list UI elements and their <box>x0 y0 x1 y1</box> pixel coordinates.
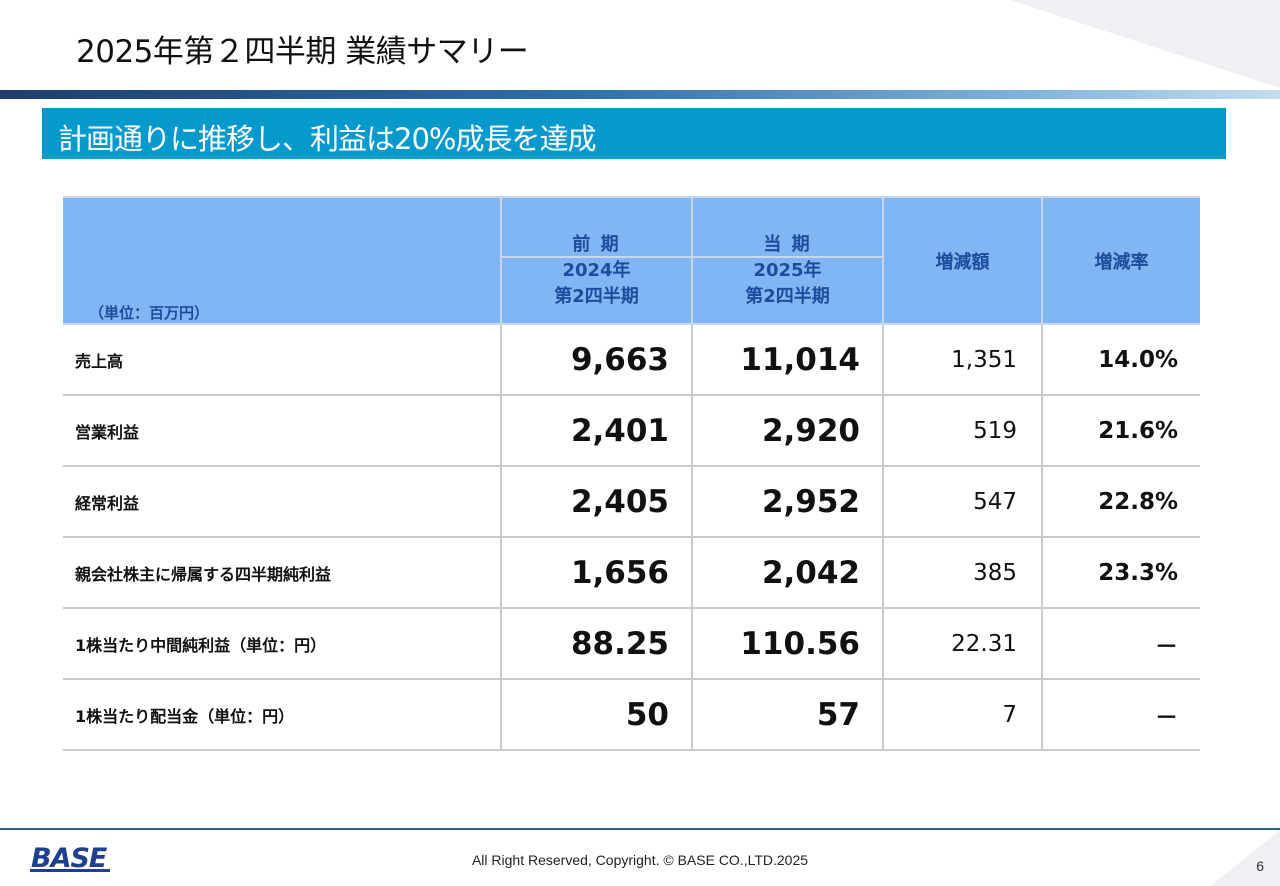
prev-period-label: 前 期 <box>572 234 621 256</box>
prev-period-year: 2024年 <box>562 260 631 282</box>
change-amount: 547 <box>882 466 1042 538</box>
prev-value: 50 <box>500 679 692 751</box>
headline-text: 計画通りに推移し、利益は20%成長を達成 <box>58 122 596 156</box>
curr-period-header: 当 期 <box>691 195 884 259</box>
change-amount-header: 増減額 <box>882 196 1043 325</box>
table-row: 売上高 9,663 11,014 1,351 14.0% <box>63 324 1200 396</box>
title-divider <box>0 90 1280 99</box>
change-rate: － <box>1041 679 1200 751</box>
table-row: 親会社株主に帰属する四半期純利益 1,656 2,042 385 23.3% <box>63 537 1200 609</box>
unit-label: （単位：百万円） <box>89 304 210 322</box>
slide-title: 2025年第２四半期 業績サマリー <box>76 34 529 70</box>
footer-corner-decoration <box>1210 830 1280 886</box>
prev-value: 1,656 <box>500 537 692 609</box>
row-label: 親会社株主に帰属する四半期純利益 <box>63 537 501 609</box>
table-row: 1株当たり中間純利益（単位：円） 88.25 110.56 22.31 － <box>63 608 1200 680</box>
curr-period-label: 当 期 <box>763 234 812 256</box>
prev-period-header: 前 期 <box>500 195 693 259</box>
prev-value: 2,401 <box>500 395 692 467</box>
footer-divider <box>0 828 1280 830</box>
change-rate: 21.6% <box>1041 395 1200 467</box>
change-amount: 1,351 <box>882 324 1042 396</box>
corner-decoration <box>1010 0 1280 88</box>
headline-band: 計画通りに推移し、利益は20%成長を達成 <box>42 108 1226 159</box>
change-rate-header: 増減率 <box>1041 196 1200 325</box>
curr-value: 110.56 <box>691 608 883 680</box>
change-rate: 14.0% <box>1041 324 1200 396</box>
change-rate: 23.3% <box>1041 537 1200 609</box>
prev-value: 9,663 <box>500 324 692 396</box>
prev-value: 2,405 <box>500 466 692 538</box>
prev-period-date-header: 2024年 第2四半期 <box>500 256 693 325</box>
change-rate: － <box>1041 608 1200 680</box>
change-amount: 385 <box>882 537 1042 609</box>
row-label: 経常利益 <box>63 466 501 538</box>
page-number: 6 <box>1256 858 1264 874</box>
curr-value: 2,952 <box>691 466 883 538</box>
table-row: 経常利益 2,405 2,952 547 22.8% <box>63 466 1200 538</box>
table-row: 1株当たり配当金（単位：円） 50 57 7 － <box>63 679 1200 751</box>
curr-value: 2,920 <box>691 395 883 467</box>
svg-text:BASE: BASE <box>31 843 108 873</box>
curr-value: 2,042 <box>691 537 883 609</box>
change-rate: 22.8% <box>1041 466 1200 538</box>
results-summary-table: （単位：百万円） 前 期 当 期 増減額 増減率 2024年 第2四半期 202… <box>63 195 1200 751</box>
change-amount: 519 <box>882 395 1042 467</box>
row-label: 営業利益 <box>63 395 501 467</box>
row-label: 1株当たり配当金（単位：円） <box>63 679 501 751</box>
base-logo: BASE <box>30 843 110 873</box>
unit-header-cell: （単位：百万円） <box>63 196 502 325</box>
row-label: 売上高 <box>63 324 501 396</box>
curr-value: 57 <box>691 679 883 751</box>
curr-period-quarter: 第2四半期 <box>745 286 830 308</box>
row-label: 1株当たり中間純利益（単位：円） <box>63 608 501 680</box>
curr-period-date-header: 2025年 第2四半期 <box>691 256 884 325</box>
curr-period-year: 2025年 <box>753 260 822 282</box>
prev-value: 88.25 <box>500 608 692 680</box>
copyright-text: All Right Reserved, Copyright. © BASE CO… <box>471 852 809 868</box>
curr-value: 11,014 <box>691 324 883 396</box>
change-amount: 7 <box>882 679 1042 751</box>
change-amount: 22.31 <box>882 608 1042 680</box>
prev-period-quarter: 第2四半期 <box>554 286 639 308</box>
table-row: 営業利益 2,401 2,920 519 21.6% <box>63 395 1200 467</box>
